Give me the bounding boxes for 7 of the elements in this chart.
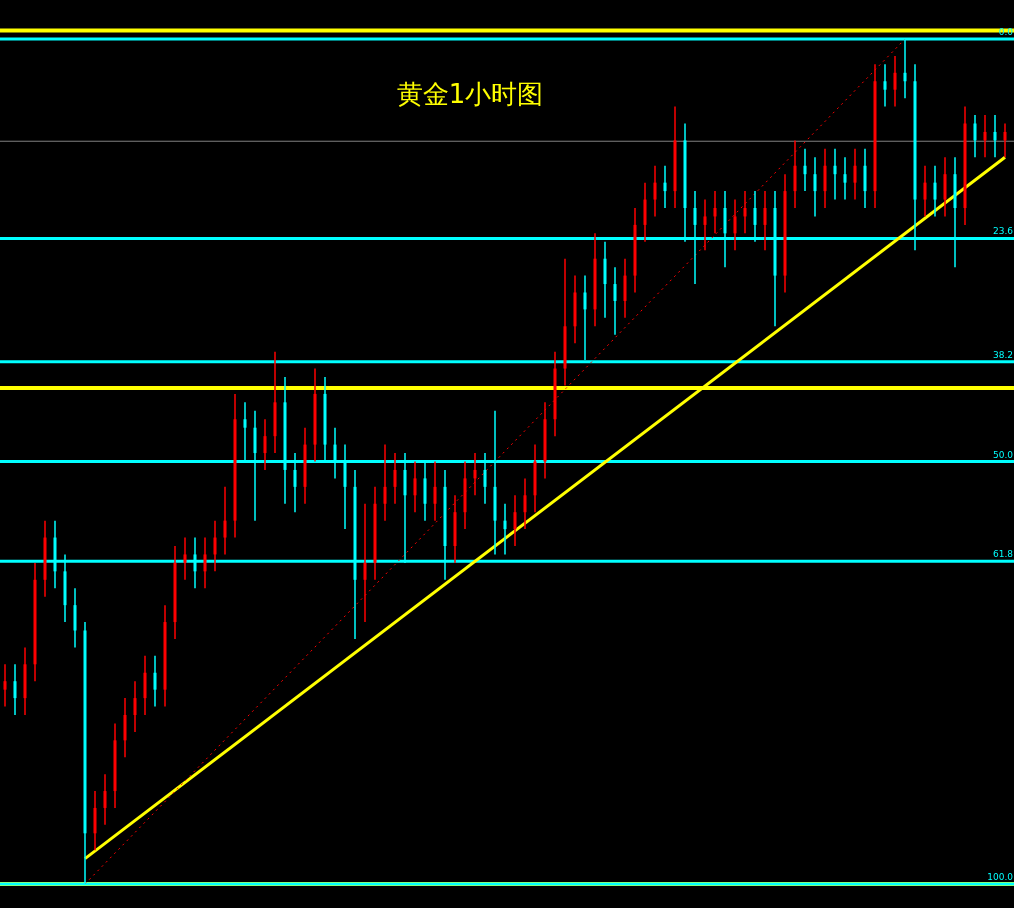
- annotation: 0.0: [998, 27, 1014, 37]
- annotation: 50.0: [992, 449, 1014, 460]
- annotation: 38.2: [992, 349, 1013, 360]
- annotation: 61.8: [992, 549, 1014, 560]
- text: 黄金1小时图: [396, 79, 544, 109]
- annotation: 23.6: [992, 226, 1014, 237]
- annotation: 100.0: [987, 872, 1014, 882]
